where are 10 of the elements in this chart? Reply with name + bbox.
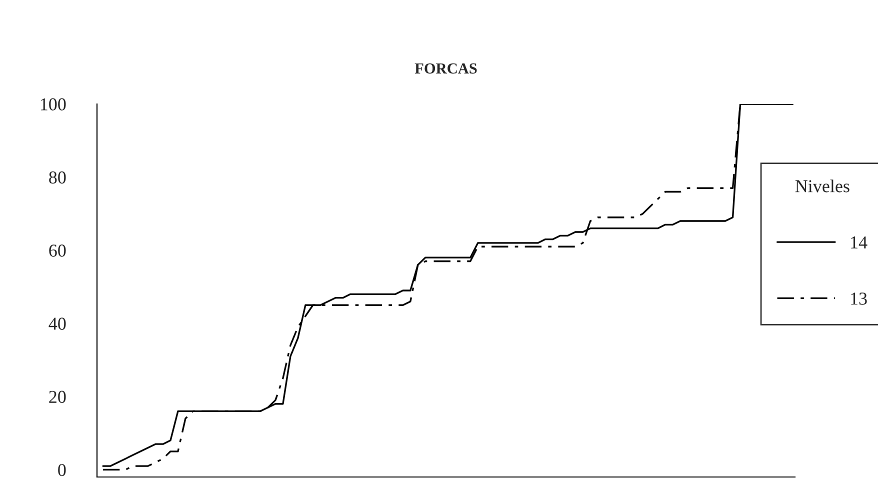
y-tick-label: 60: [49, 244, 66, 257]
y-tick-label: 0: [58, 464, 66, 476]
legend-label: 13: [851, 292, 867, 305]
y-tick-label: 20: [49, 390, 66, 403]
y-tick-label: 100: [40, 98, 66, 110]
legend-label: 14: [851, 236, 868, 248]
y-tick-label: 80: [49, 171, 66, 184]
y-tick-label: 40: [48, 318, 66, 330]
chart-title: FORCAS: [414, 63, 477, 74]
legend-title: Niveles: [795, 180, 850, 192]
